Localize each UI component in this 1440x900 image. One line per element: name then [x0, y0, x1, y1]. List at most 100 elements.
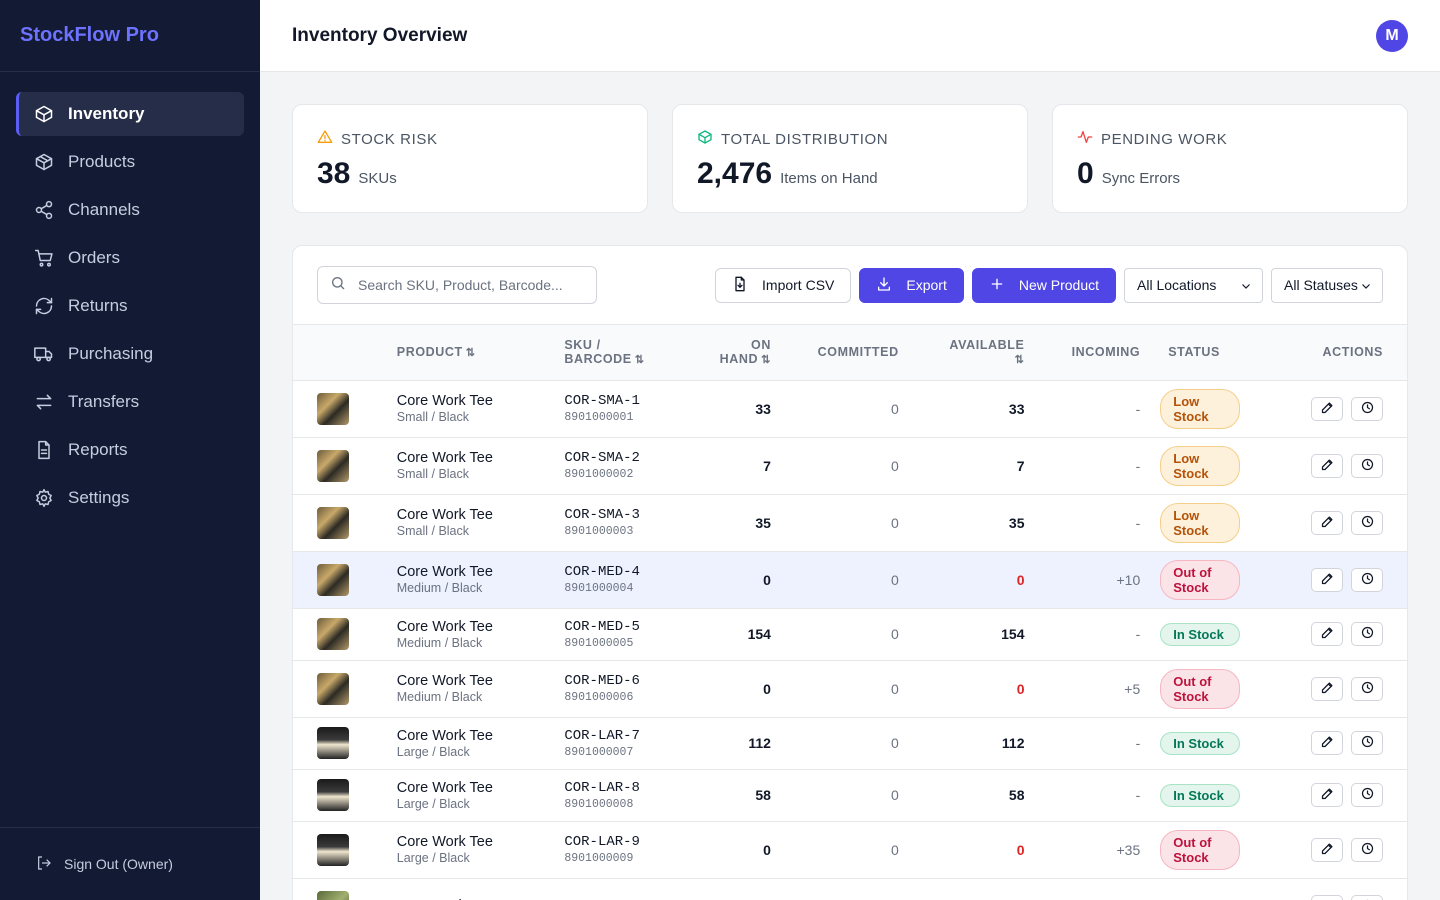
sidebar-item-label: Settings: [68, 488, 130, 507]
edit-button[interactable]: [1311, 453, 1343, 478]
location-select-value: All Locations: [1137, 277, 1217, 293]
status-badge: Out of Stock: [1160, 559, 1241, 600]
table-row[interactable]: Core Work Tee Medium / Black COR-MED-4 8901…: [293, 551, 1407, 608]
pencil-icon: [1320, 514, 1335, 532]
edit-button[interactable]: [1311, 783, 1343, 807]
sidebar-item-products[interactable]: Products: [16, 140, 244, 184]
product-variant: Small / Black: [396, 524, 470, 538]
product-thumbnail: [317, 618, 349, 650]
sign-out-label: Sign Out (Owner): [64, 856, 173, 872]
history-button[interactable]: [1351, 396, 1383, 421]
col-sku[interactable]: SKU / BARCODE ⇅: [564, 338, 645, 367]
history-button[interactable]: [1351, 567, 1383, 592]
product-name: Core Work Tee: [396, 393, 493, 409]
incoming-value: -: [1135, 514, 1141, 531]
sidebar-item-transfers[interactable]: Transfers: [16, 380, 244, 424]
table-row[interactable]: Core Work Tee Small / Black COR-SMA-3 89010…: [293, 494, 1407, 551]
app-logo[interactable]: StockFlow Pro: [0, 0, 260, 72]
sidebar-item-channels[interactable]: Channels: [16, 188, 244, 232]
col-committed: COMMITTED: [817, 345, 899, 360]
edit-button[interactable]: [1311, 676, 1343, 701]
pencil-icon: [1320, 400, 1335, 418]
sidebar-item-orders[interactable]: Orders: [16, 236, 244, 280]
pencil-icon: [1320, 734, 1335, 752]
stat-card-pending-work: PENDING WORK 0 Sync Errors: [1052, 104, 1408, 213]
edit-button[interactable]: [1311, 731, 1343, 755]
product-thumbnail: [317, 449, 349, 482]
clock-icon: [1360, 680, 1375, 698]
table-row[interactable]: Core Work Tee Large / Black COR-LAR-8 89010…: [293, 769, 1407, 821]
col-product[interactable]: PRODUCT ⇅: [396, 345, 476, 360]
sku: COR-SMA-2: [564, 450, 640, 466]
edit-button[interactable]: [1311, 396, 1343, 421]
clock-icon: [1360, 514, 1375, 532]
edit-button[interactable]: [1311, 894, 1343, 900]
history-button[interactable]: [1351, 783, 1383, 807]
location-select[interactable]: All Locations: [1124, 267, 1263, 303]
table-row[interactable]: Core Work Tee Medium / Black COR-MED-5 8901…: [293, 608, 1407, 660]
on-hand-value: 0: [763, 680, 771, 697]
status-select-value: All Statuses: [1284, 277, 1358, 293]
committed-value: [771, 878, 899, 900]
available-value: 58: [1008, 787, 1025, 803]
available-value: 0: [1016, 841, 1025, 858]
edit-button[interactable]: [1311, 622, 1343, 646]
history-button[interactable]: [1351, 510, 1383, 535]
sidebar-item-purchasing[interactable]: Purchasing: [16, 332, 244, 376]
search-box[interactable]: [317, 266, 597, 304]
table-row[interactable]: Core Work Tee Large / Black COR-LAR-7 89010…: [293, 717, 1407, 769]
col-actions: ACTIONS: [1322, 345, 1383, 360]
status-badge: In Stock: [1160, 783, 1241, 807]
history-button[interactable]: [1351, 894, 1383, 900]
col-available[interactable]: AVAILABLE ⇅: [949, 338, 1025, 367]
sort-icon: ⇅: [465, 347, 476, 360]
edit-button[interactable]: [1311, 567, 1343, 592]
history-button[interactable]: [1351, 676, 1383, 701]
col-incoming: INCOMING: [1071, 345, 1141, 360]
table-row[interactable]: Core Work TeeCOR-SMA-10: [293, 878, 1407, 900]
edit-button[interactable]: [1311, 510, 1343, 535]
history-button[interactable]: [1351, 837, 1383, 862]
table-row[interactable]: Core Work Tee Medium / Black COR-MED-6 8901…: [293, 660, 1407, 717]
product-variant: Large / Black: [396, 851, 470, 865]
new-product-button[interactable]: New Product: [971, 267, 1116, 303]
search-input[interactable]: [358, 277, 578, 293]
product-thumbnail: [317, 392, 349, 425]
table-row[interactable]: Core Work Tee Large / Black COR-LAR-9 89010…: [293, 821, 1407, 878]
status-badge: Out of Stock: [1160, 829, 1241, 870]
history-button[interactable]: [1351, 453, 1383, 478]
table-row[interactable]: Core Work Tee Small / Black COR-SMA-1 89010…: [293, 380, 1407, 437]
avatar[interactable]: M: [1376, 19, 1408, 52]
committed-value: 0: [890, 787, 899, 803]
barcode: 8901000003: [564, 525, 634, 538]
export-button[interactable]: Export: [859, 267, 964, 303]
incoming-value: -: [1135, 735, 1141, 751]
barcode: 8901000008: [564, 797, 634, 811]
sidebar-nav: Inventory Products Channels Orders Retur…: [0, 72, 260, 520]
sidebar-item-label: Products: [68, 152, 136, 171]
product-thumbnail: [317, 506, 349, 539]
refresh-icon: [34, 296, 54, 316]
history-button[interactable]: [1351, 731, 1383, 755]
table-row[interactable]: Core Work Tee Small / Black COR-SMA-2 89010…: [293, 437, 1407, 494]
sidebar-item-inventory[interactable]: Inventory: [16, 92, 244, 136]
on-hand-value: 0: [763, 841, 771, 858]
sidebar-item-reports[interactable]: Reports: [16, 428, 244, 472]
product-name: Core Work Tee: [396, 834, 493, 850]
sidebar-item-settings[interactable]: Settings: [16, 476, 244, 520]
sign-out-button[interactable]: Sign Out (Owner): [0, 827, 260, 900]
incoming-value: -: [1135, 457, 1141, 474]
import-csv-button[interactable]: Import CSV: [715, 267, 852, 303]
available-value: 7: [1016, 457, 1025, 474]
edit-button[interactable]: [1311, 837, 1343, 862]
status-select[interactable]: All Statuses: [1271, 267, 1383, 303]
col-on-hand[interactable]: ON HAND ⇅: [719, 338, 771, 367]
sku: COR-MED-4: [564, 564, 640, 580]
sidebar-item-returns[interactable]: Returns: [16, 284, 244, 328]
product-name: Core Work Tee: [396, 779, 493, 796]
stat-value: 0: [1077, 157, 1094, 190]
pencil-icon: [1320, 625, 1335, 643]
product-name: Core Work Tee: [396, 618, 493, 635]
history-button[interactable]: [1351, 622, 1383, 646]
committed-value: 0: [890, 680, 899, 697]
